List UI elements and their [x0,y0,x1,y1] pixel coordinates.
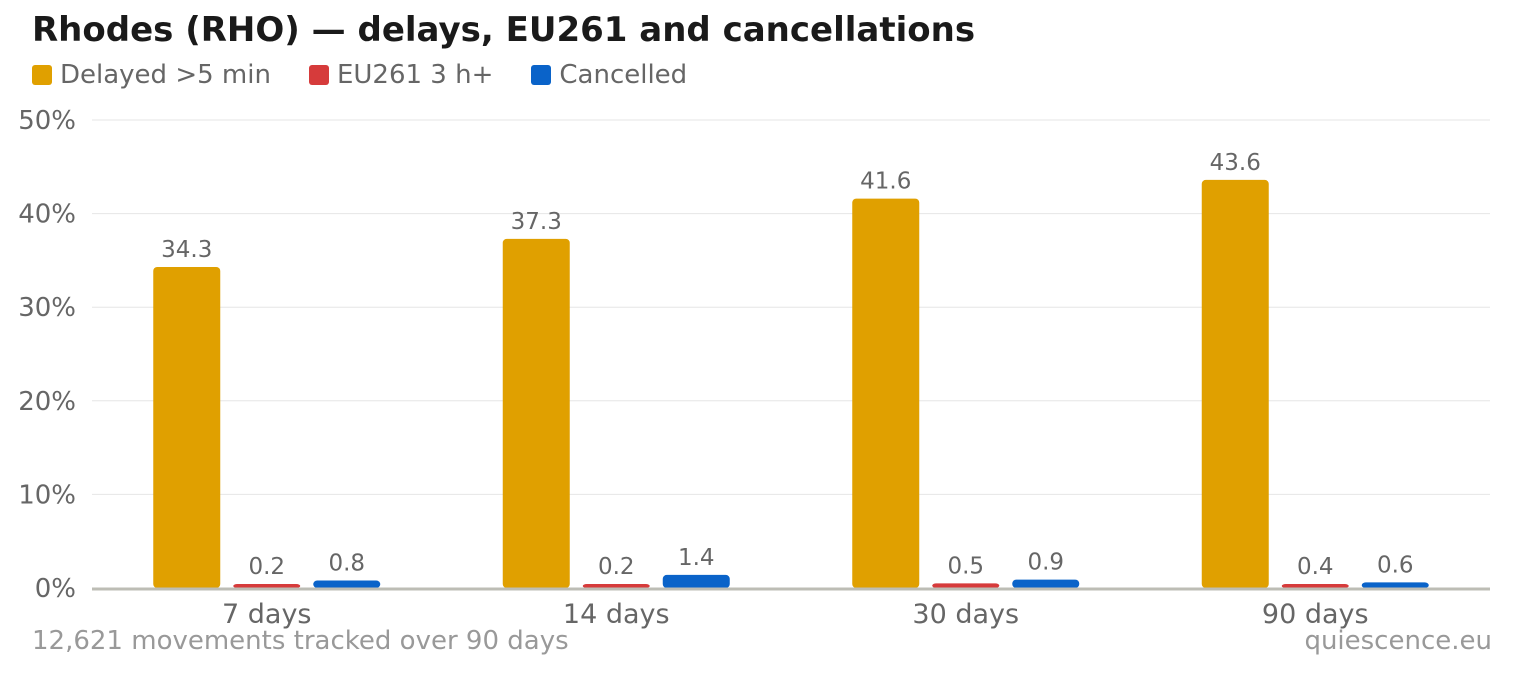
bar [1281,584,1349,588]
bar-value-label: 43.6 [1210,150,1261,176]
x-tick-label: 90 days [1262,599,1369,630]
bar-value-label: 0.5 [947,553,984,579]
bar-value-label: 0.9 [1027,550,1064,576]
y-tick-label: 50% [18,106,76,136]
legend-swatch-cancelled [531,65,552,85]
bar-value-label: 34.3 [161,237,212,263]
legend-item-delayed: Delayed >5 min [32,60,271,90]
legend-label-eu261: EU261 3 h+ [336,60,494,90]
chart-title: Rhodes (RHO) — delays, EU261 and cancell… [32,10,976,50]
footer-source: quiescence.eu [1304,626,1492,656]
legend-label-cancelled: Cancelled [559,60,688,90]
bar [582,584,650,588]
y-tick-label: 10% [18,480,76,510]
x-tick-label: 7 days [222,599,312,630]
bar [852,198,920,588]
legend-label-delayed: Delayed >5 min [60,60,271,90]
bar-value-label: 0.8 [328,551,365,577]
x-tick-label: 30 days [912,599,1019,630]
bar [1201,179,1269,589]
bar [932,583,1000,588]
bar-value-label: 0.6 [1377,552,1414,578]
bar-value-label: 0.2 [598,554,635,580]
footer-movements-note: 12,621 movements tracked over 90 days [32,626,569,656]
y-tick-label: 40% [18,200,76,230]
bar-value-label: 1.4 [678,545,715,571]
legend: Delayed >5 min EU261 3 h+ Cancelled [32,60,725,90]
y-tick-label: 20% [18,387,76,417]
y-tick-label: 30% [18,293,76,323]
bar [153,266,221,588]
bar [233,584,301,588]
y-tick-label: 0% [35,574,76,604]
x-tick-label: 14 days [563,599,670,630]
legend-item-cancelled: Cancelled [531,60,687,90]
bar [502,238,570,588]
bar [662,574,730,588]
bar-value-label: 37.3 [511,209,562,235]
legend-item-eu261: EU261 3 h+ [308,60,494,90]
bar [313,580,381,588]
bar [1361,582,1429,588]
legend-swatch-delayed [32,65,52,85]
bar-value-label: 41.6 [860,169,911,195]
legend-swatch-eu261 [308,65,329,85]
bar-value-label: 0.2 [248,554,285,580]
bar-value-label: 0.4 [1297,554,1334,580]
bar [1012,579,1080,588]
